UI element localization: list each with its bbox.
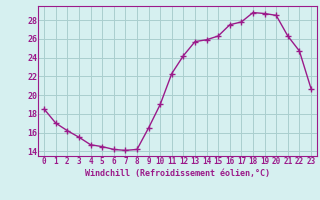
- X-axis label: Windchill (Refroidissement éolien,°C): Windchill (Refroidissement éolien,°C): [85, 169, 270, 178]
